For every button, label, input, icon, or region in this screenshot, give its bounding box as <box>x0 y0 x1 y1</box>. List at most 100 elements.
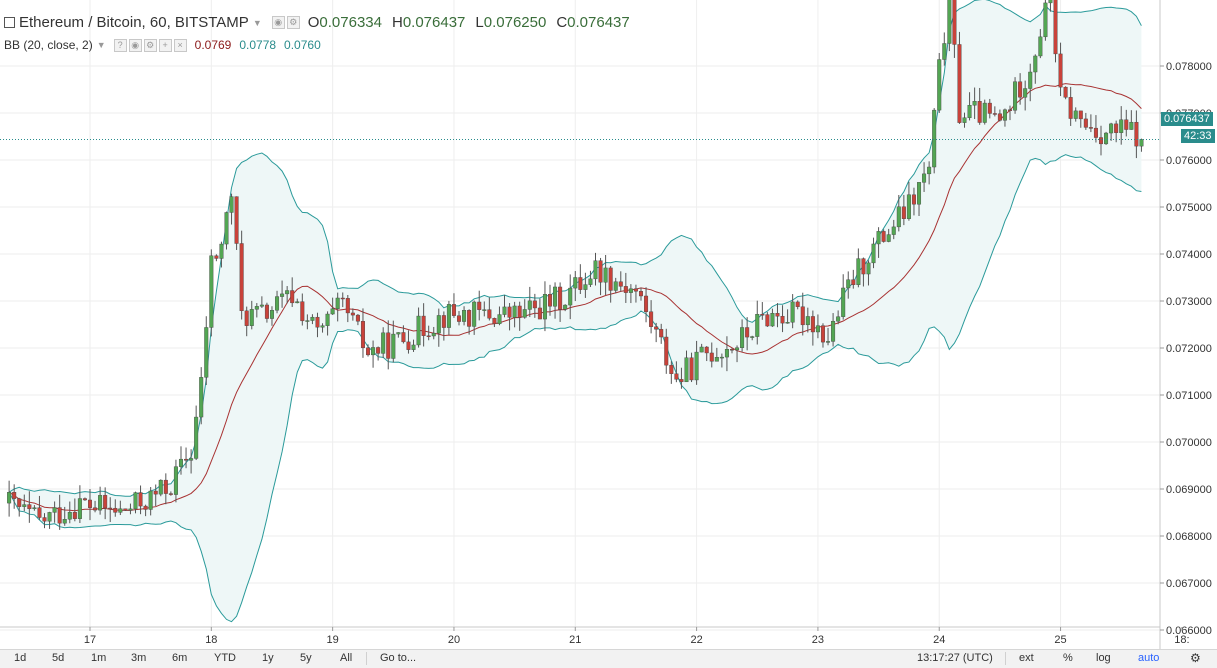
candle-body <box>87 499 92 508</box>
candle <box>451 293 456 318</box>
gear-icon[interactable]: ⚙ <box>286 16 300 29</box>
indicator-label[interactable]: BB (20, close, 2) <box>4 38 93 52</box>
range-1d[interactable]: 1d <box>14 652 27 664</box>
gear-icon[interactable]: ⚙ <box>1190 651 1201 665</box>
eye-icon[interactable]: ◉ <box>128 38 142 52</box>
chevron-down-icon[interactable]: ▼ <box>96 40 106 50</box>
candle-body <box>992 113 997 115</box>
candle <box>613 277 618 294</box>
help-icon[interactable]: ? <box>113 38 127 52</box>
range-5d[interactable]: 5d <box>52 652 65 664</box>
range-1y[interactable]: 1y <box>262 652 274 664</box>
candle-body <box>780 315 785 324</box>
candle <box>866 260 871 286</box>
candle <box>937 52 942 113</box>
chevron-down-icon[interactable]: ▼ <box>252 17 262 28</box>
candle-body <box>37 507 42 518</box>
candle-body <box>219 243 224 259</box>
candle-body <box>1083 118 1088 128</box>
candle <box>234 196 239 250</box>
goto-button[interactable]: Go to... <box>380 652 417 664</box>
eye-icon[interactable]: ◉ <box>271 16 285 29</box>
candle <box>1114 120 1119 143</box>
candle-body <box>740 327 745 348</box>
candle-body <box>305 320 310 322</box>
candle-body <box>27 504 32 510</box>
candle-body <box>679 379 684 383</box>
candle <box>497 306 502 326</box>
chart[interactable]: 0.066000 0.067000 0.068000 0.069000 0.070000… <box>0 0 1217 649</box>
candle-body <box>750 336 755 338</box>
time-label: 19 <box>327 634 339 646</box>
candle-body <box>1093 127 1098 138</box>
candle <box>1139 138 1144 152</box>
candle <box>1083 112 1088 130</box>
candle <box>871 237 876 269</box>
candle <box>947 0 952 52</box>
candle <box>421 303 426 347</box>
candle <box>1053 0 1058 63</box>
candle <box>436 308 441 347</box>
symbol-title[interactable]: Ethereum / Bitcoin, 60, BITSTAMP <box>19 14 249 31</box>
candle-body <box>1008 109 1013 111</box>
candle-body <box>113 507 118 513</box>
candle <box>1008 105 1013 121</box>
candle <box>633 284 638 303</box>
candle-body <box>199 377 204 418</box>
candle-body <box>371 347 376 356</box>
toggle-percent[interactable]: % <box>1063 652 1073 664</box>
toggle-ext[interactable]: ext <box>1019 652 1034 664</box>
candle-body <box>886 234 891 242</box>
candle-body <box>431 332 436 337</box>
candle-body <box>472 301 477 327</box>
candle <box>805 307 810 333</box>
range-1m[interactable]: 1m <box>91 652 107 664</box>
candle-body <box>173 466 178 495</box>
candle-body <box>573 277 578 289</box>
candle-body <box>254 306 259 310</box>
candle <box>1068 86 1073 126</box>
candle <box>669 361 674 384</box>
candle <box>826 327 831 346</box>
candle <box>93 500 98 513</box>
close-key: C <box>556 14 568 31</box>
candle <box>649 300 654 334</box>
candle <box>77 485 82 524</box>
range-ytd[interactable]: YTD <box>214 652 236 664</box>
candle-body <box>851 279 856 285</box>
range-5y[interactable]: 5y <box>300 652 312 664</box>
candle <box>472 300 477 335</box>
candle-body <box>709 352 714 362</box>
candle <box>861 257 866 287</box>
candle <box>1104 131 1109 145</box>
candle-body <box>922 173 927 183</box>
time-label: 24 <box>933 634 945 646</box>
candle-body <box>563 304 568 310</box>
candle <box>376 346 381 361</box>
close-icon[interactable]: × <box>173 38 187 52</box>
candle-body <box>947 0 952 44</box>
range-all[interactable]: All <box>340 652 353 664</box>
collapse-icon[interactable] <box>4 17 15 28</box>
toggle-log[interactable]: log <box>1096 652 1111 664</box>
candle <box>27 491 32 523</box>
toggle-auto[interactable]: auto <box>1138 652 1160 664</box>
candle <box>553 282 558 319</box>
low-key: L <box>475 14 484 31</box>
candle-body <box>259 304 264 307</box>
candle <box>300 293 305 326</box>
candle <box>876 227 881 258</box>
price-label: 0.075000 <box>1166 202 1212 214</box>
candle <box>290 277 295 307</box>
range-3m[interactable]: 3m <box>131 652 147 664</box>
add-icon[interactable]: + <box>158 38 172 52</box>
bollinger-band-fill <box>9 0 1142 622</box>
candle-body <box>376 347 381 354</box>
candle <box>1109 122 1114 141</box>
gear-icon[interactable]: ⚙ <box>143 38 157 52</box>
price-axis[interactable] <box>1160 0 1217 649</box>
candle <box>548 284 553 316</box>
candle-body <box>269 310 274 319</box>
range-6m[interactable]: 6m <box>172 652 188 664</box>
candle <box>532 293 537 318</box>
